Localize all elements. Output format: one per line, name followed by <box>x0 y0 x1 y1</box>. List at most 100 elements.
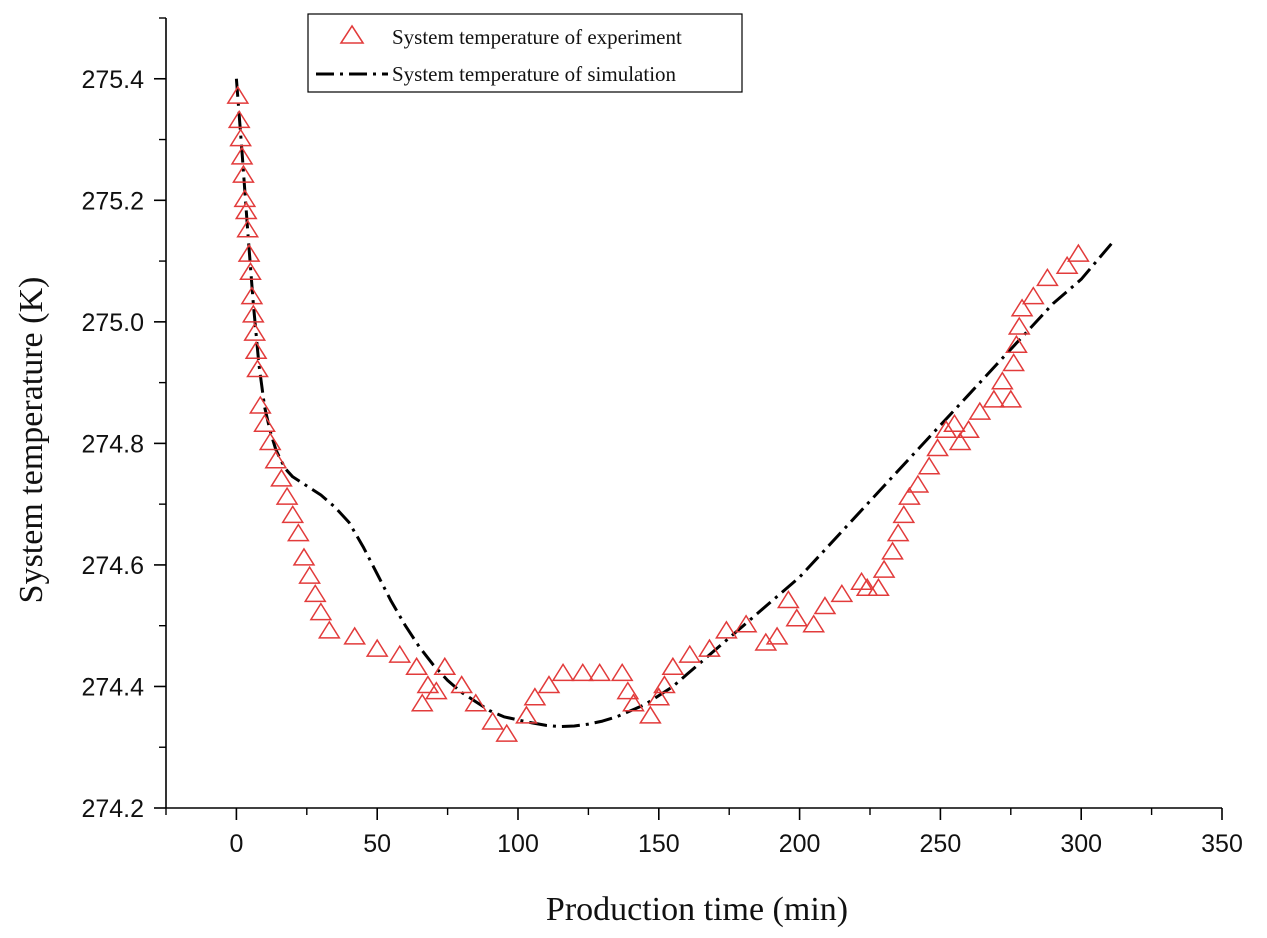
experiment-point <box>241 304 265 323</box>
x-tick-label: 250 <box>920 830 962 858</box>
experiment-point <box>237 243 261 262</box>
experiment-point <box>424 681 448 700</box>
experiment-point <box>229 128 252 147</box>
experiment-point <box>715 620 738 639</box>
experiment-point <box>647 687 671 706</box>
experiment-point <box>661 656 685 676</box>
experiment-point <box>734 614 758 633</box>
experiment-point <box>239 261 262 281</box>
experiment-point <box>571 662 595 682</box>
experiment-point <box>243 322 267 341</box>
experiment-point <box>258 432 282 451</box>
experiment-point <box>968 401 992 420</box>
legend-simulation-label: System temperature of simulation <box>392 62 677 86</box>
y-axis-title: System temperature (K) <box>13 277 50 604</box>
y-tick-label: 274.2 <box>81 795 144 823</box>
experiment-point <box>917 456 941 475</box>
experiment-point <box>515 705 538 724</box>
experiment-point <box>246 359 269 378</box>
experiment-point <box>416 675 440 694</box>
legend-experiment-label: System temperature of experiment <box>392 25 682 49</box>
simulation-line <box>234 78 1114 729</box>
experiment-point <box>776 590 800 609</box>
x-axis-title: Production time (min) <box>546 891 848 928</box>
experiment-point <box>622 693 645 712</box>
experiment-point <box>234 201 258 220</box>
experiment-point <box>698 638 721 657</box>
experiment-point <box>270 468 293 487</box>
experiment-point <box>830 583 854 603</box>
experiment-point <box>405 656 428 676</box>
experiment-point <box>495 723 519 742</box>
experiment-point <box>855 577 879 597</box>
experiment-point <box>638 705 662 724</box>
y-ticks: 274.2 274.4 274.6 274.8 275.0 275.2 275.4 <box>81 17 166 823</box>
experiment-point <box>433 656 457 676</box>
x-tick-label: 0 <box>229 830 243 858</box>
x-tick-label: 50 <box>363 830 391 858</box>
experiment-point <box>481 711 505 730</box>
legend-experiment-marker <box>339 24 365 44</box>
plot-area <box>226 78 1114 742</box>
experiment-point <box>410 693 434 712</box>
experiment-point <box>898 486 921 505</box>
experiment-point <box>1010 298 1034 317</box>
y-tick-label: 274.4 <box>81 673 144 701</box>
experiment-point <box>1002 353 1025 372</box>
experiment-point <box>233 188 257 208</box>
experiment-point <box>523 687 547 706</box>
experiment-point <box>990 371 1014 390</box>
experiment-point <box>537 675 561 694</box>
experiment-point <box>610 662 634 682</box>
x-tick-label: 150 <box>638 830 680 858</box>
experiment-point <box>388 644 412 663</box>
experiment-point <box>303 583 327 603</box>
experiment-point <box>957 419 980 439</box>
experiment-point <box>785 608 809 627</box>
experiment-point <box>253 413 276 432</box>
experiment-point <box>309 602 333 621</box>
experiment-point <box>813 596 837 615</box>
experiment-point <box>1005 334 1028 353</box>
experiment-point <box>982 389 1006 408</box>
experiment-point <box>343 626 367 645</box>
simulation-series <box>234 78 1114 729</box>
y-tick-label: 274.6 <box>81 552 144 580</box>
axes: 0 50 100 150 200 250 300 350 274.2274.4274.6274… <box>81 17 1243 858</box>
experiment-point <box>232 164 255 183</box>
experiment-point <box>1055 255 1079 274</box>
experiment-point <box>999 389 1023 408</box>
experiment-point <box>886 523 910 542</box>
experiment-point <box>802 614 826 633</box>
y-tick-label: 275.2 <box>81 187 144 215</box>
experiment-point <box>892 504 916 524</box>
experiment-point <box>551 662 575 682</box>
experiment-point <box>678 644 702 663</box>
x-ticks: 0 50 100 150 200 250 300 350 <box>165 808 1243 858</box>
experiment-point <box>1021 286 1045 305</box>
experiment-point <box>248 395 272 414</box>
y-tick-label: 275.0 <box>81 309 144 337</box>
experiment-point <box>365 638 389 657</box>
experiment-point <box>653 675 676 694</box>
experiment-point <box>464 693 488 712</box>
experiment-point <box>867 577 890 597</box>
experiment-point <box>281 504 305 524</box>
experiment-point <box>317 620 341 639</box>
experiment-point <box>943 413 966 432</box>
x-tick-label: 350 <box>1201 830 1243 858</box>
experiment-point <box>754 632 778 651</box>
experiment-point <box>227 109 251 129</box>
experiment-point <box>616 681 640 700</box>
experiment-point <box>240 286 264 305</box>
experiment-point <box>1036 267 1059 287</box>
experiment-point <box>1007 316 1031 335</box>
y-tick-label: 274.8 <box>81 430 144 458</box>
experiment-point <box>906 474 930 493</box>
experiment-point <box>236 219 260 238</box>
experiment-point <box>765 626 789 645</box>
x-tick-label: 200 <box>779 830 821 858</box>
experiment-point <box>588 662 612 682</box>
x-tick-label: 300 <box>1060 830 1102 858</box>
